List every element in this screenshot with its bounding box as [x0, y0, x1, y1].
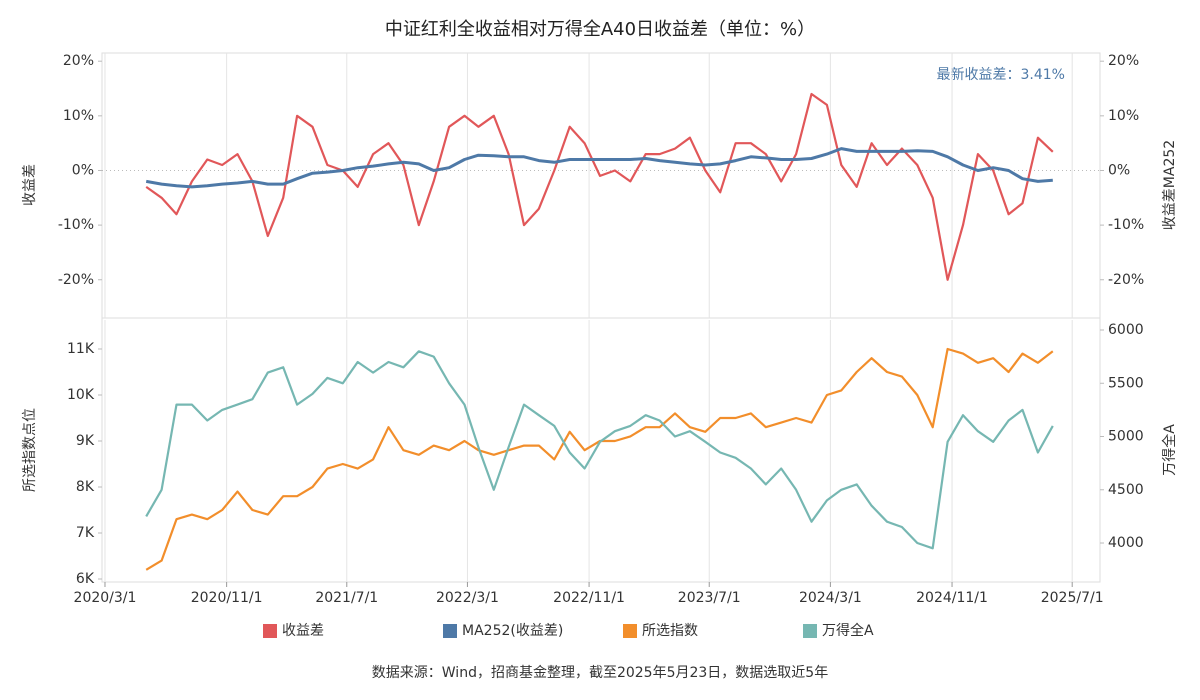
y-tick-label: 0%	[72, 162, 94, 178]
y-axis-title: 所选指数点位	[22, 408, 38, 492]
series-line	[145, 350, 1054, 550]
y2-tick-label: 5000	[1108, 429, 1144, 445]
y2-tick-label: 0%	[1108, 162, 1130, 178]
y2-tick-label: 10%	[1108, 108, 1139, 124]
y-tick-label: 6K	[76, 571, 95, 587]
legend-label: MA252(收益差)	[462, 623, 563, 639]
y-tick-label: 10K	[67, 387, 95, 403]
y2-axis-title: 收益差MA252	[1162, 140, 1178, 230]
y-tick-label: -10%	[58, 217, 94, 233]
x-tick-label: 2024/11/1	[916, 590, 988, 606]
y2-tick-label: -20%	[1108, 272, 1144, 288]
y2-tick-label: 4000	[1108, 535, 1144, 551]
legend-swatch	[803, 624, 817, 638]
y2-tick-label: 5500	[1108, 375, 1144, 391]
x-tick-label: 2020/11/1	[191, 590, 263, 606]
x-tick-label: 2024/3/1	[799, 590, 862, 606]
y2-tick-label: 20%	[1108, 53, 1139, 69]
y-tick-label: 7K	[76, 525, 95, 541]
y-tick-label: 11K	[67, 341, 95, 357]
legend-swatch	[263, 624, 277, 638]
series-line	[145, 347, 1054, 571]
x-tick-label: 2022/11/1	[553, 590, 625, 606]
x-tick-label: 2023/7/1	[678, 590, 741, 606]
legend-swatch	[443, 624, 457, 638]
x-tick-label: 2025/7/1	[1041, 590, 1104, 606]
x-tick-label: 2021/7/1	[315, 590, 378, 606]
y2-tick-label: -10%	[1108, 217, 1144, 233]
y-tick-label: 20%	[63, 53, 94, 69]
chart-title: 中证红利全收益相对万得全A40日收益差（单位：%）	[385, 19, 815, 40]
y2-axis-title: 万得全A	[1161, 424, 1178, 476]
y-tick-label: 10%	[63, 108, 94, 124]
legend-label: 所选指数	[642, 623, 698, 639]
panel-frame	[101, 52, 1101, 319]
y-axis-title: 收益差	[22, 164, 38, 206]
panel-frame	[101, 317, 1101, 583]
y2-tick-label: 4500	[1108, 482, 1144, 498]
y-tick-label: 8K	[76, 479, 95, 495]
legend-swatch	[623, 624, 637, 638]
source-note: 数据来源：Wind，招商基金整理，截至2025年5月23日，数据选取近5年	[372, 664, 828, 681]
annotation-box	[915, 60, 1080, 90]
y2-tick-label: 6000	[1108, 322, 1144, 338]
y-tick-label: 9K	[76, 433, 95, 449]
x-tick-label: 2022/3/1	[436, 590, 499, 606]
annotation: 最新收益差：3.41%	[937, 67, 1065, 83]
series-line	[145, 92, 1054, 281]
legend-label: 万得全A	[822, 622, 874, 639]
x-tick-label: 2020/3/1	[74, 590, 137, 606]
y-tick-label: -20%	[58, 272, 94, 288]
legend-label: 收益差	[282, 623, 324, 639]
series-line	[145, 147, 1053, 189]
